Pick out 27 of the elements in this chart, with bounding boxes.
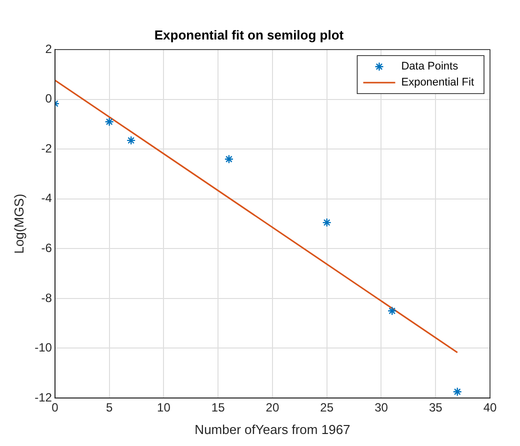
- y-tick-label: -8: [41, 290, 52, 305]
- point: [452, 387, 462, 396]
- legend-label: Data Points: [401, 60, 459, 73]
- point: [126, 136, 136, 146]
- y-tick-label: 2: [45, 42, 52, 56]
- x-tick-label: 35: [428, 400, 443, 415]
- x-tick-label: 25: [320, 400, 334, 415]
- point: [322, 218, 332, 228]
- point: [388, 306, 397, 316]
- y-axis-title: Log(MGS): [11, 194, 26, 254]
- y-tick-label: -4: [41, 191, 52, 206]
- x-tick-label: 30: [374, 400, 388, 415]
- x-axis-title: Number ofYears from 1967: [194, 422, 350, 437]
- y-tick-label: -10: [34, 340, 52, 355]
- x-tick-label: 40: [483, 400, 497, 415]
- x-tick-label: 15: [211, 400, 226, 415]
- point: [224, 154, 234, 164]
- x-tick-label: 20: [266, 400, 280, 415]
- legend-label: Exponential Fit: [401, 76, 474, 89]
- y-tick-label: -2: [41, 141, 52, 156]
- chart-title: Exponential fit on semilog plot: [154, 27, 344, 42]
- y-tick-label: -12: [34, 390, 52, 404]
- y-tick-label: -6: [41, 241, 52, 255]
- y-tick-label: 0: [45, 92, 52, 106]
- x-tick-label: 10: [157, 400, 171, 415]
- x-tick-label: 5: [106, 400, 113, 415]
- point: [104, 117, 114, 126]
